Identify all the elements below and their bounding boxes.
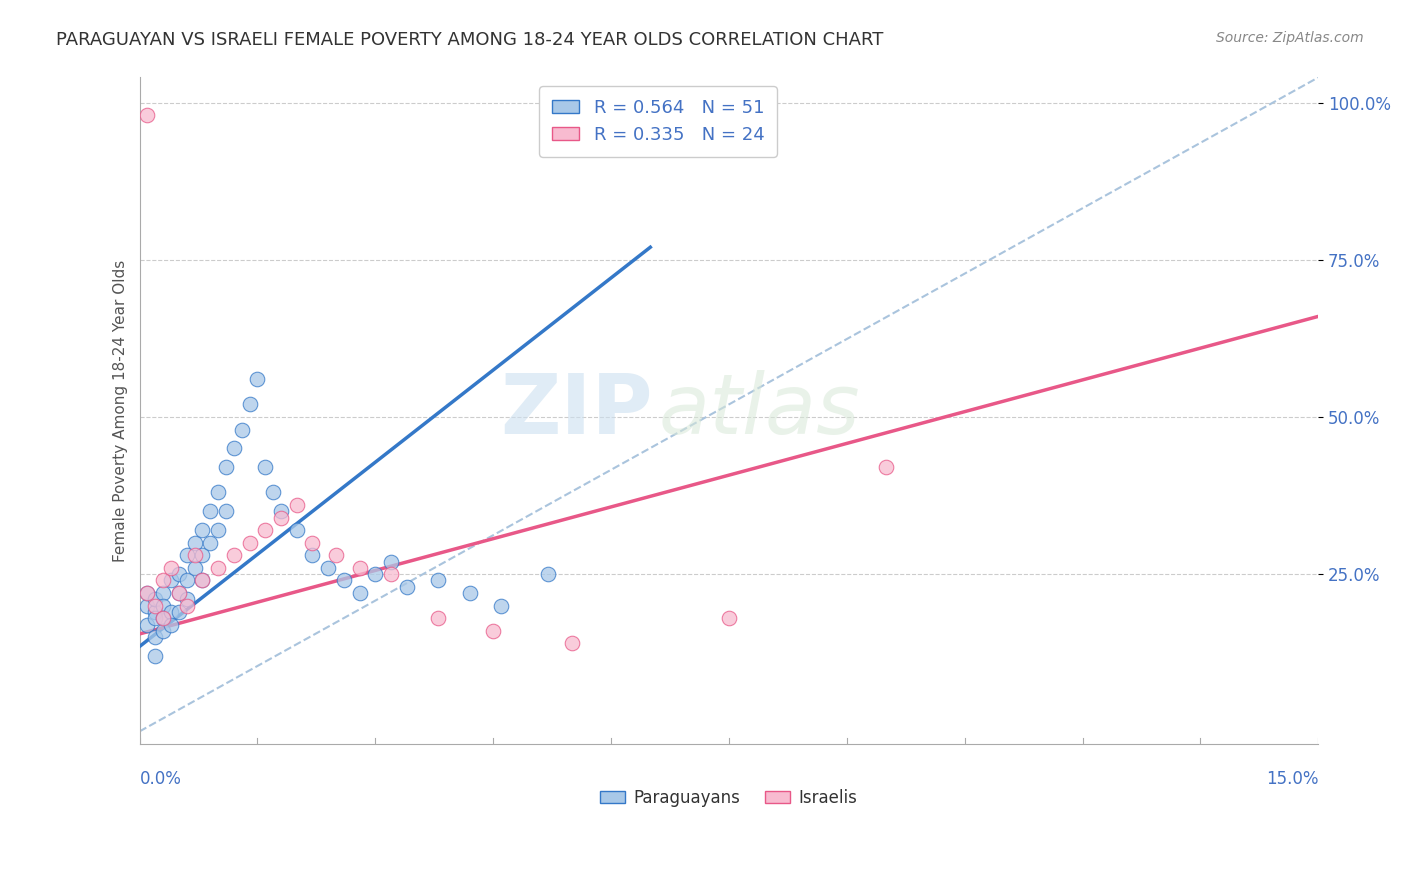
Point	[262, 485, 284, 500]
Point	[427, 611, 450, 625]
Point	[136, 599, 159, 613]
Point	[215, 504, 238, 518]
Point	[160, 605, 183, 619]
Point	[191, 574, 214, 588]
Point	[380, 555, 402, 569]
Text: PARAGUAYAN VS ISRAELI FEMALE POVERTY AMONG 18-24 YEAR OLDS CORRELATION CHART: PARAGUAYAN VS ISRAELI FEMALE POVERTY AMO…	[56, 31, 883, 49]
Text: atlas: atlas	[658, 370, 860, 451]
Point	[222, 442, 245, 456]
Point	[176, 574, 198, 588]
Point	[875, 460, 897, 475]
Point	[246, 372, 269, 386]
Point	[143, 630, 166, 644]
Point	[207, 561, 229, 575]
Point	[200, 504, 222, 518]
Point	[167, 567, 190, 582]
Point	[561, 636, 583, 650]
Point	[285, 498, 308, 512]
Point	[143, 599, 166, 613]
Point	[482, 624, 505, 638]
Point	[215, 460, 238, 475]
Point	[238, 535, 260, 549]
Point	[143, 611, 166, 625]
Point	[254, 523, 277, 537]
Point	[325, 549, 347, 563]
Point	[183, 549, 205, 563]
Point	[176, 549, 198, 563]
Point	[152, 611, 174, 625]
Text: 0.0%: 0.0%	[139, 770, 181, 788]
Point	[136, 108, 159, 122]
Point	[152, 574, 174, 588]
Legend: Paraguayans, Israelis: Paraguayans, Israelis	[593, 782, 865, 814]
Point	[349, 586, 371, 600]
Point	[176, 599, 198, 613]
Point	[160, 561, 183, 575]
Point	[176, 592, 198, 607]
Y-axis label: Female Poverty Among 18-24 Year Olds: Female Poverty Among 18-24 Year Olds	[114, 260, 128, 562]
Point	[183, 535, 205, 549]
Point	[143, 648, 166, 663]
Point	[160, 617, 183, 632]
Point	[238, 397, 260, 411]
Point	[152, 586, 174, 600]
Text: Source: ZipAtlas.com: Source: ZipAtlas.com	[1216, 31, 1364, 45]
Point	[427, 574, 450, 588]
Point	[191, 549, 214, 563]
Point	[143, 592, 166, 607]
Point	[136, 586, 159, 600]
Point	[152, 611, 174, 625]
Point	[152, 599, 174, 613]
Point	[717, 611, 740, 625]
Point	[183, 561, 205, 575]
Point	[136, 586, 159, 600]
Point	[270, 510, 292, 524]
Point	[222, 549, 245, 563]
Point	[152, 624, 174, 638]
Point	[191, 523, 214, 537]
Point	[200, 535, 222, 549]
Point	[458, 586, 481, 600]
Point	[316, 561, 339, 575]
Point	[380, 567, 402, 582]
Point	[143, 605, 166, 619]
Point	[191, 574, 214, 588]
Point	[136, 617, 159, 632]
Point	[301, 535, 323, 549]
Point	[537, 567, 560, 582]
Point	[489, 599, 512, 613]
Point	[333, 574, 356, 588]
Point	[207, 485, 229, 500]
Text: ZIP: ZIP	[499, 370, 652, 451]
Point	[285, 523, 308, 537]
Point	[167, 586, 190, 600]
Point	[395, 580, 418, 594]
Point	[231, 423, 253, 437]
Point	[167, 605, 190, 619]
Point	[270, 504, 292, 518]
Point	[254, 460, 277, 475]
Point	[167, 586, 190, 600]
Text: 15.0%: 15.0%	[1265, 770, 1319, 788]
Point	[207, 523, 229, 537]
Point	[160, 574, 183, 588]
Point	[364, 567, 387, 582]
Point	[301, 549, 323, 563]
Point	[349, 561, 371, 575]
